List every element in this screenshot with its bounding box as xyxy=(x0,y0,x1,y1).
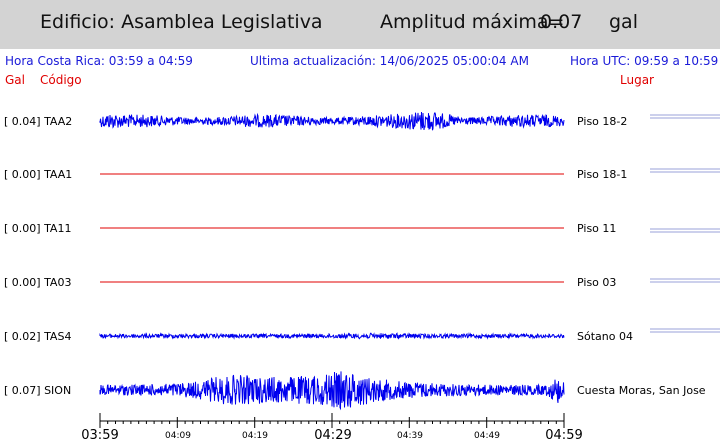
channel-place-taa2: Piso 18-2 xyxy=(577,115,628,128)
trace-taa2 xyxy=(99,111,565,131)
gal-column-header: Gal xyxy=(5,73,25,87)
channel-place-sion: Cuesta Moras, San Jose xyxy=(577,384,706,397)
trace-sion xyxy=(99,371,565,411)
code-column-header: Código xyxy=(40,73,82,87)
channel-place-ta03: Piso 03 xyxy=(577,276,617,289)
channel-label-taa2: [ 0.04] TAA2 xyxy=(4,115,73,128)
time-tick-minor: 04:09 xyxy=(165,431,191,441)
channel-label-sion: [ 0.07] SION xyxy=(4,384,72,397)
max-amplitude-unit: gal xyxy=(609,11,638,33)
trace-layer xyxy=(99,111,565,411)
time-tick-minor: 04:19 xyxy=(242,431,268,441)
title-bar: Edificio: Asamblea Legislativa Amplitud … xyxy=(0,0,720,49)
time-axis xyxy=(99,413,565,428)
channel-label-taa1: [ 0.00] TAA1 xyxy=(4,168,73,181)
time-tick-major: 03:59 xyxy=(81,428,119,443)
channel-place-ta11: Piso 11 xyxy=(577,222,617,235)
time-tick-major: 04:59 xyxy=(545,428,583,443)
time-tick-major: 04:29 xyxy=(314,428,352,443)
channel-place-taa1: Piso 18-1 xyxy=(577,168,628,181)
channel-label-ta03: [ 0.00] TA03 xyxy=(4,276,72,289)
place-column-header: Lugar xyxy=(620,73,654,87)
right-markers xyxy=(650,114,720,333)
max-amplitude-label: Amplitud máxima= xyxy=(380,11,565,33)
time-tick-minor: 04:39 xyxy=(397,431,423,441)
trace-tas4 xyxy=(99,332,565,340)
max-amplitude-value: 0.07 xyxy=(540,11,583,33)
last-update: Ultima actualización: 14/06/2025 05:00:0… xyxy=(250,54,529,68)
utc-time-range: Hora UTC: 09:59 a 10:59 xyxy=(570,54,719,68)
local-time-range: Hora Costa Rica: 03:59 a 04:59 xyxy=(5,54,193,68)
time-tick-minor: 04:49 xyxy=(474,431,500,441)
channel-label-tas4: [ 0.02] TAS4 xyxy=(4,330,72,343)
channel-place-tas4: Sótano 04 xyxy=(577,330,633,343)
building-title: Edificio: Asamblea Legislativa xyxy=(40,11,323,33)
channel-label-ta11: [ 0.00] TA11 xyxy=(4,222,72,235)
